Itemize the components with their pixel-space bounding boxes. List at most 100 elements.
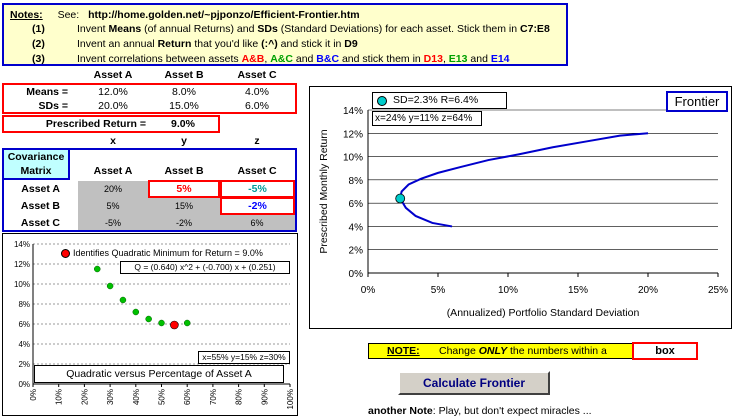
quad-y-tick: 8% — [18, 300, 30, 309]
note-bold: Means — [108, 23, 142, 35]
cov-spacer — [70, 181, 78, 197]
frontier-chart[interactable]: 0% 2% 4% 6% 8% 10% 12% 14% 0% 5% 10% 15% 20% 25% (Annu… — [309, 86, 732, 329]
prescribed-return-box[interactable] — [2, 115, 220, 133]
means-label: Means = — [26, 86, 68, 98]
cov-ab[interactable]: 5% — [148, 180, 220, 198]
note-sep: and — [292, 53, 317, 65]
note-bold: (:^) — [261, 38, 278, 50]
another-note-label: another Note — [368, 405, 433, 417]
sd-c[interactable]: 6.0% — [245, 100, 269, 112]
covariance-box — [2, 148, 297, 232]
y-header: y — [181, 135, 187, 147]
sd-a[interactable]: 20.0% — [98, 100, 128, 112]
frontier-y-tick: 12% — [343, 129, 363, 140]
quad-y-tick: 10% — [14, 280, 30, 289]
asset-c-header: Asset C — [237, 69, 277, 81]
note-pair-bc: B&C — [316, 53, 340, 65]
note-cell-ref: C7:E8 — [520, 23, 550, 35]
sd-b[interactable]: 15.0% — [169, 100, 199, 112]
frontier-y-tick: 6% — [349, 199, 364, 210]
note-text: (Standard Deviations) for each asset. St… — [277, 23, 521, 35]
covariance-title-2: Matrix — [20, 165, 52, 177]
note-text: Invent — [77, 23, 109, 35]
box-example: box — [632, 342, 698, 360]
note-number: (2) — [32, 38, 45, 50]
quad-y-tick: 2% — [18, 360, 30, 369]
change-note-emphasis: ONLY — [478, 345, 508, 357]
frontier-min-point — [395, 193, 406, 204]
frontier-x-tick: 15% — [568, 285, 588, 296]
cov-ba: 5% — [106, 201, 120, 211]
frontier-y-tick: 10% — [343, 153, 363, 164]
frontier-tag: Frontier — [666, 91, 728, 112]
cov-bc[interactable]: -2% — [220, 197, 295, 215]
mean-c[interactable]: 4.0% — [245, 86, 269, 98]
note-number: (3) — [32, 53, 45, 65]
covariance-title-1: Covariance — [7, 151, 65, 163]
quad-caption: Quadratic versus Percentage of Asset A — [34, 365, 284, 383]
quad-x-tick: 50% — [158, 389, 167, 405]
note-item-2: (2) Invent an annual Return that you'd l… — [32, 37, 358, 51]
x-header: x — [110, 135, 116, 147]
cov-header-b: Asset B — [164, 165, 204, 177]
note-text: Invent correlations between assets — [77, 53, 242, 65]
cov-ac[interactable]: -5% — [220, 180, 295, 198]
quad-equation: Q = (0.640) x^2 + (-0.700) x + (0.251) — [120, 261, 290, 274]
change-note-text: Change ONLY the numbers within a — [439, 344, 607, 358]
change-note-label: NOTE: — [387, 345, 420, 357]
frontier-x-tick: 0% — [361, 285, 376, 296]
sds-label: SDs = — [38, 100, 68, 112]
note-pair-ab: A&B — [241, 53, 265, 65]
frontier-y-label: Prescribed Monthly Return — [318, 129, 330, 253]
quad-y-tick: 14% — [14, 240, 30, 249]
notes-title: Notes: — [10, 9, 43, 21]
frontier-x-tick: 25% — [708, 285, 728, 296]
prescribed-return-value[interactable]: 9.0% — [171, 118, 195, 130]
quad-x-tick: 100% — [286, 389, 295, 409]
frontier-x-tick: 5% — [431, 285, 446, 296]
quad-allocation: x=55% y=15% z=30% — [198, 351, 290, 364]
mean-a[interactable]: 12.0% — [98, 86, 128, 98]
cov-header-a: Asset A — [93, 165, 133, 177]
min-marker-icon — [61, 249, 70, 258]
legend-marker-icon — [377, 96, 387, 106]
frontier-y-tick: 8% — [349, 176, 364, 187]
frontier-x-label: (Annualized) Portfolio Standard Deviatio… — [447, 307, 640, 319]
frontier-curve — [399, 132, 649, 228]
frontier-allocation: x=24% y=11% z=64% — [372, 111, 482, 126]
notes-box: Notes: See: http://home.golden.net/~pjpo… — [2, 3, 568, 66]
another-note-text: : Play, but don't expect miracles ... — [432, 405, 592, 417]
note-text: (of annual Returns) and — [141, 23, 258, 35]
quad-legend: Identifies Quadratic Minimum for Return … — [59, 247, 294, 260]
frontier-y-tick: 14% — [343, 106, 363, 117]
quad-x-tick: 0% — [29, 389, 38, 401]
quad-point — [158, 319, 165, 327]
covariance-title-box — [2, 148, 70, 180]
quad-x-tick: 30% — [106, 389, 115, 405]
frontier-svg: 0% 2% 4% 6% 8% 10% 12% 14% 0% 5% 10% 15% 20% 25% (Annu… — [318, 106, 728, 319]
cov-aa: 20% — [103, 184, 122, 194]
quad-point — [106, 282, 114, 290]
quadratic-chart[interactable]: 0% 2% 4% 6% 8% 10% 12% 14% 0% 10% 20% 30% 40% 50% 60% 7… — [2, 233, 298, 416]
note-ref-e14: E14 — [490, 53, 510, 65]
change-note: NOTE: Change ONLY the numbers within a — [368, 343, 696, 359]
notes-url[interactable]: http://home.golden.net/~pjponzo/Efficien… — [88, 9, 360, 21]
quad-x-tick: 80% — [235, 389, 244, 405]
note-sep: and — [467, 53, 491, 65]
frontier-legend-text: SD=2.3% R=6.4% — [393, 94, 479, 106]
frontier-x-tick: 20% — [638, 285, 658, 296]
quad-point — [183, 319, 191, 327]
note-number: (1) — [32, 23, 45, 35]
mean-b[interactable]: 8.0% — [172, 86, 196, 98]
frontier-y-tick: 2% — [349, 246, 364, 257]
means-sds-box[interactable] — [2, 83, 297, 114]
cov-cc: 6% — [250, 218, 264, 228]
cov-row-label-a: Asset A — [21, 183, 60, 195]
prescribed-return-label: Prescribed Return = — [45, 118, 146, 130]
frontier-y-tick: 0% — [349, 269, 364, 280]
calculate-frontier-button[interactable]: Calculate Frontier — [398, 371, 550, 395]
note-sep: , — [442, 53, 449, 65]
quad-x-tick: 10% — [55, 389, 64, 405]
note-text: that you'd like — [191, 38, 262, 50]
note-item-3: (3) Invent correlations between assets A… — [32, 52, 510, 66]
